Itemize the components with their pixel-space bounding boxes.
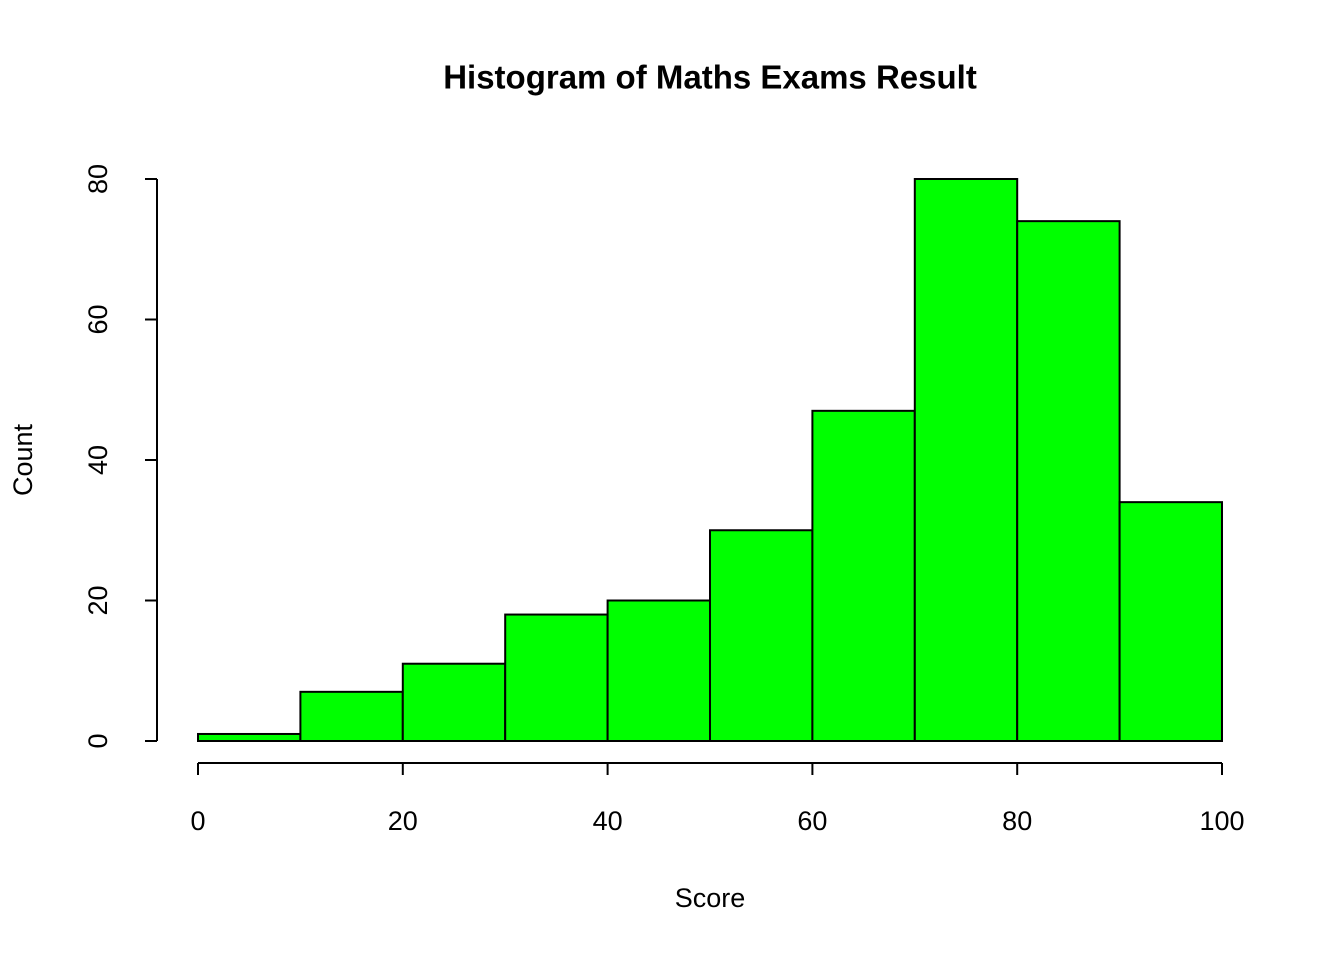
y-tick-label: 0 xyxy=(83,733,113,748)
bar xyxy=(197,732,302,742)
x-tick-label: 40 xyxy=(593,806,623,836)
y-tick-label: 80 xyxy=(83,164,113,194)
y-tick-label: 60 xyxy=(83,304,113,334)
y-tick-label: 20 xyxy=(83,585,113,615)
x-tick-label: 0 xyxy=(190,806,205,836)
chart-title: Histogram of Maths Exams Result xyxy=(443,59,977,96)
bar xyxy=(504,613,609,742)
bar xyxy=(1118,501,1223,742)
x-tick-label: 20 xyxy=(388,806,418,836)
bar xyxy=(606,599,711,742)
x-axis-label: Score xyxy=(675,883,746,913)
x-tick-label: 100 xyxy=(1199,806,1244,836)
x-tick-label: 60 xyxy=(797,806,827,836)
bar xyxy=(811,409,916,742)
x-tick-label: 80 xyxy=(1002,806,1032,836)
bar xyxy=(709,529,814,742)
bar xyxy=(913,178,1019,742)
bar xyxy=(299,690,404,743)
bar xyxy=(1016,220,1121,742)
y-axis-label: Count xyxy=(8,423,38,496)
bar xyxy=(401,662,507,742)
y-tick-label: 40 xyxy=(83,445,113,475)
